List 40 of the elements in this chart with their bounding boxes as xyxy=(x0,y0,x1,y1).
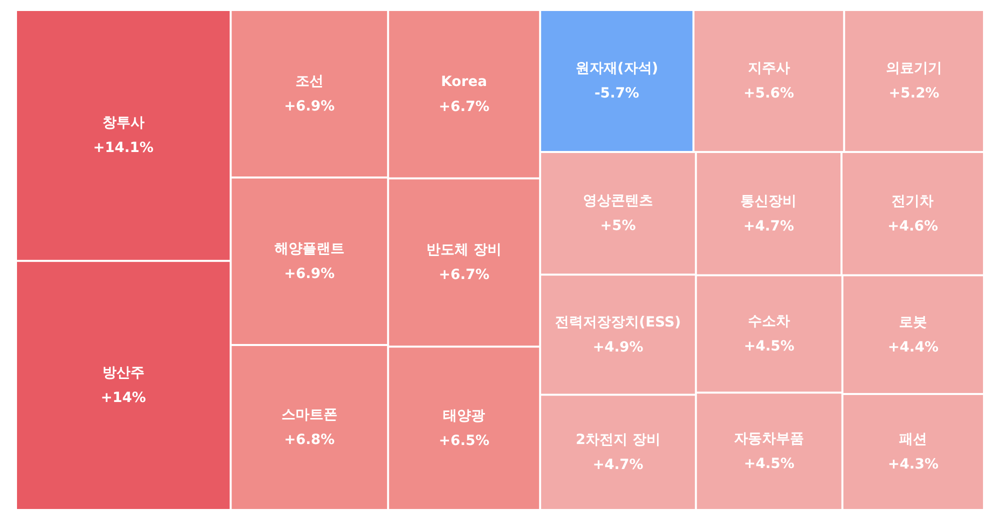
data-label: +6.9% xyxy=(284,266,335,282)
category-label: 패션 xyxy=(899,432,928,448)
data-label: +4.4% xyxy=(888,339,938,356)
category-label: 반도체 장비 xyxy=(426,242,502,258)
category-label: 의료기기 xyxy=(886,60,942,77)
data-label: +4.6% xyxy=(887,218,938,234)
data-label: -5.7% xyxy=(594,86,640,102)
category-label: 창투사 xyxy=(102,115,144,132)
category-label: 영상콘텐츠 xyxy=(583,192,654,209)
category-label: 통신장비 xyxy=(740,193,797,210)
data-label: +4.3% xyxy=(888,456,938,473)
category-label: 로봇 xyxy=(899,314,928,330)
data-label: +4.7% xyxy=(592,457,644,474)
data-label: +5% xyxy=(600,218,636,234)
data-label: +4.5% xyxy=(744,338,794,355)
data-label: +14% xyxy=(100,390,146,406)
data-label: +4.5% xyxy=(744,456,794,472)
data-label: +4.7% xyxy=(743,218,794,234)
category-label: 수소차 xyxy=(748,314,790,330)
data-label: +6.7% xyxy=(438,98,490,115)
category-label: 자동차부품 xyxy=(734,430,804,447)
category-label: 태양광 xyxy=(443,408,486,424)
category-label: 지주사 xyxy=(748,60,790,77)
category-label: 방산주 xyxy=(102,365,144,382)
data-label: +6.7% xyxy=(438,267,490,284)
data-label: +6.9% xyxy=(284,98,335,114)
data-label: +5.2% xyxy=(888,86,940,102)
category-label: 전력저장장치(ESS) xyxy=(555,314,681,330)
category-label: 조선 xyxy=(295,73,324,90)
category-label: 스마트폰 xyxy=(281,407,338,424)
data-label: +5.6% xyxy=(744,86,794,102)
data-label: +6.5% xyxy=(438,432,490,449)
category-label: 2차전지 장비 xyxy=(576,432,660,448)
data-label: +6.8% xyxy=(284,432,335,448)
data-label: +4.9% xyxy=(592,339,644,356)
data-label: +14.1% xyxy=(93,140,154,156)
category-label: 원자재(자석) xyxy=(575,60,658,77)
category-label: 전기차 xyxy=(892,193,934,210)
category-label: 해양플랜트 xyxy=(274,240,344,257)
category-label: Korea xyxy=(441,74,488,90)
